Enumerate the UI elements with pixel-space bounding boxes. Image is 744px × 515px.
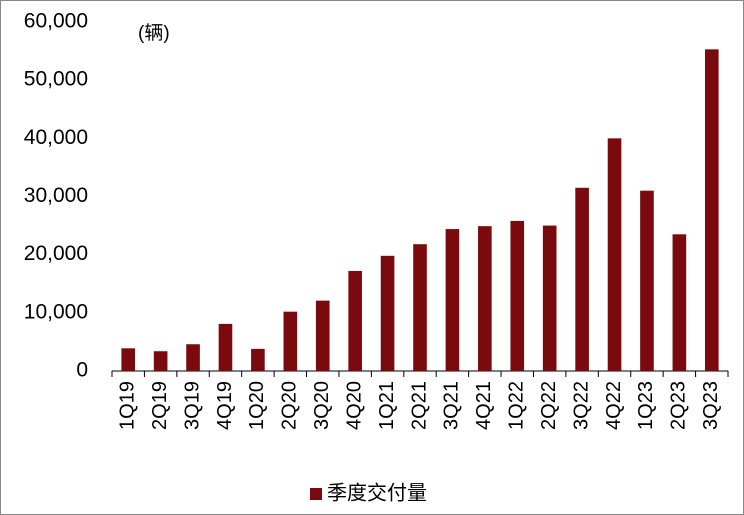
- bar: [575, 187, 589, 371]
- y-tick-label: 30,000: [24, 184, 88, 207]
- bar: [704, 49, 719, 372]
- bar: [542, 225, 557, 371]
- x-tick-label: 2Q19: [149, 381, 171, 430]
- bar: [640, 190, 654, 371]
- bar: [315, 300, 330, 371]
- bar: [445, 229, 460, 371]
- bar: [283, 311, 298, 371]
- x-tick-label: 3Q21: [441, 381, 463, 430]
- bar: [153, 351, 168, 371]
- x-tick-label: 1Q22: [506, 381, 528, 430]
- x-tick-label: 2Q21: [408, 381, 430, 430]
- y-tick-label: 20,000: [24, 242, 88, 265]
- x-tick-label: 1Q19: [116, 381, 138, 430]
- x-tick-label: 1Q23: [635, 381, 657, 430]
- bar: [672, 234, 687, 371]
- x-tick-label: 4Q19: [214, 381, 236, 430]
- x-tick-label: 2Q23: [668, 381, 690, 430]
- x-tick-label: 3Q19: [181, 381, 203, 430]
- x-tick-label: 3Q20: [311, 381, 333, 430]
- x-tick-label: 3Q23: [700, 381, 722, 430]
- x-tick-label: 1Q21: [376, 381, 398, 430]
- bar: [186, 344, 200, 371]
- bar: [607, 138, 622, 371]
- x-tick-label: 3Q22: [570, 381, 592, 430]
- x-tick-label: 1Q20: [246, 381, 268, 430]
- x-tick-label: 2Q22: [538, 381, 560, 430]
- y-tick-label: 60,000: [24, 10, 88, 33]
- bar: [251, 348, 265, 371]
- y-tick-label: 10,000: [24, 300, 88, 323]
- legend-label: 季度交付量: [327, 481, 427, 504]
- bar: [510, 220, 525, 371]
- x-tick-label: 4Q20: [343, 381, 365, 430]
- y-tick-label: 0: [76, 359, 88, 382]
- x-tick-label: 2Q20: [279, 381, 301, 430]
- x-tick-label: 4Q21: [473, 381, 495, 430]
- bar: [380, 255, 395, 371]
- bar: [348, 270, 362, 371]
- y-tick-label: 50,000: [24, 68, 88, 91]
- bar: [218, 323, 233, 371]
- bar: [121, 348, 136, 371]
- bar: [413, 244, 427, 371]
- legend-swatch: [310, 488, 322, 500]
- y-tick-label: 40,000: [24, 126, 88, 149]
- unit-label: (辆): [138, 22, 170, 44]
- x-tick-label: 4Q22: [603, 381, 625, 430]
- bar: [478, 226, 492, 371]
